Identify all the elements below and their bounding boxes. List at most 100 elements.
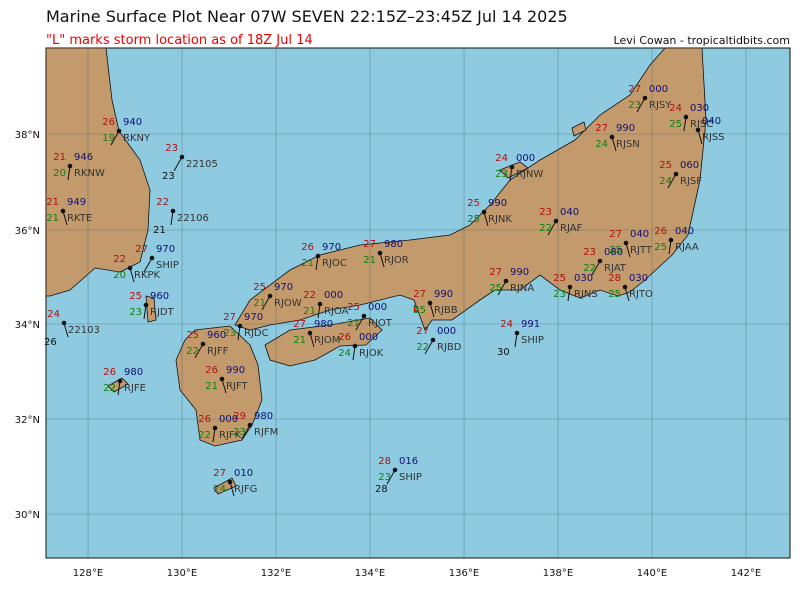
station-dot (609, 134, 615, 140)
wind-barb (668, 239, 672, 255)
station: 27 990 25 RJBB (413, 289, 458, 318)
wind-barb (317, 303, 321, 319)
dewpoint: 24 (338, 348, 351, 359)
wind-barb (309, 332, 315, 348)
station: 27 000 23 RJSY (628, 84, 672, 113)
temperature: 26 (198, 414, 211, 425)
lon-label: 138°E (543, 568, 573, 579)
pressure: 000 (368, 302, 387, 313)
pressure: 949 (67, 197, 86, 208)
station-dot (307, 330, 313, 336)
wind-barb (62, 210, 68, 226)
temperature: 23 (539, 207, 552, 218)
wind-barb (194, 343, 204, 359)
pressure: 980 (314, 319, 333, 330)
station-dot (143, 302, 149, 308)
station-dot (149, 255, 155, 261)
dewpoint: 25 (489, 283, 502, 294)
station-dot (673, 171, 679, 177)
station-dot (377, 250, 383, 256)
station-id: RJSN (616, 139, 640, 150)
wind-barb (379, 252, 385, 268)
dewpoint: 21 (46, 213, 59, 224)
pressure: 970 (274, 282, 293, 293)
temperature: 27 (363, 239, 376, 250)
dewpoint: 20 (113, 270, 126, 281)
temperature: 25 (347, 302, 360, 313)
dewpoint: 21 (303, 306, 316, 317)
dewpoint: 21 (347, 318, 360, 329)
pressure: 946 (74, 152, 93, 163)
dewpoint: 24 (595, 139, 608, 150)
wind-barb (429, 302, 435, 318)
station: 040 RJSS (695, 116, 725, 145)
station-id: RKNW (74, 168, 105, 179)
pressure: 970 (244, 312, 263, 323)
pressure: 080 (604, 247, 623, 258)
station-id: RKPK (134, 270, 161, 281)
dewpoint: 20 (53, 168, 66, 179)
wind-barb (683, 116, 687, 132)
station-dot (427, 300, 433, 306)
station: 25 030 23 RJNS (553, 273, 598, 302)
station: 23 080 22 RJAT (583, 247, 627, 276)
station-dot (503, 278, 509, 284)
dewpoint: 25 (608, 289, 621, 300)
station-id: RJSY (649, 100, 672, 111)
station: 24 030 25 RJSC (669, 103, 713, 132)
station: 27 000 22 RJBD (416, 326, 462, 355)
station: 21 949 21 RKTE (46, 197, 92, 226)
station: 23 040 22 RJAF (539, 207, 583, 236)
wind-barb (611, 136, 617, 152)
temperature: 27 (213, 468, 226, 479)
station-dot (200, 341, 206, 347)
pressure: 060 (680, 160, 699, 171)
wind-barb (567, 286, 571, 302)
pressure: 960 (150, 291, 169, 302)
station: 25 060 24 RJSF (659, 160, 702, 189)
station-dot (315, 253, 321, 259)
temperature: 24 (500, 319, 513, 330)
pressure: 030 (690, 103, 709, 114)
temperature: 24 (669, 103, 682, 114)
station: 22 000 21 RJOA (303, 290, 349, 319)
pressure: 040 (560, 207, 579, 218)
station-dot (61, 320, 67, 326)
station: 26 970 21 RJOC (301, 242, 347, 271)
station-dot (430, 337, 436, 343)
station-dot (509, 164, 515, 170)
station-dot (317, 301, 323, 307)
stations: 26 940 19 RKNY 21 946 20 RKNW 21 949 21 RKTE 23 22105… (44, 84, 725, 497)
station: 26 000 22 RJFK (198, 414, 242, 443)
wind-barb (212, 427, 216, 443)
station: 27 980 21 RJOM (293, 319, 340, 348)
station-id: 22103 (68, 325, 100, 336)
station-id: RJBB (434, 305, 458, 316)
dewpoint: 25 (467, 214, 480, 225)
station: 21 946 20 RKNW (53, 152, 105, 181)
station: 26 990 21 RJFT (205, 365, 248, 394)
lon-label: 142°E (731, 568, 761, 579)
pressure: 000 (219, 414, 238, 425)
sea-temp: 28 (375, 484, 388, 495)
station: 26 040 25 RJAA (654, 226, 699, 255)
station: 24 991 SHIP 30 (497, 319, 544, 358)
station: 28 016 23 SHIP 28 (375, 456, 422, 495)
station: 24 22103 26 (44, 309, 100, 348)
station-id: RJOA (324, 306, 349, 317)
dewpoint: 22 (103, 383, 116, 394)
dewpoint: 22 (539, 223, 552, 234)
temperature: 22 (113, 254, 126, 265)
station-id: RJFM (254, 427, 278, 438)
station: 23 22105 23 (162, 143, 218, 182)
dewpoint: 22 (416, 342, 429, 353)
pressure: 990 (616, 123, 635, 134)
station-dot (247, 422, 253, 428)
wind-barb (547, 220, 557, 236)
station-id: RJNS (574, 289, 598, 300)
credit: Levi Cowan - tropicaltidbits.com (614, 34, 790, 47)
station-dot (361, 313, 367, 319)
pressure: 980 (254, 411, 273, 422)
station-dot (392, 467, 398, 473)
wind-barb (636, 97, 646, 113)
